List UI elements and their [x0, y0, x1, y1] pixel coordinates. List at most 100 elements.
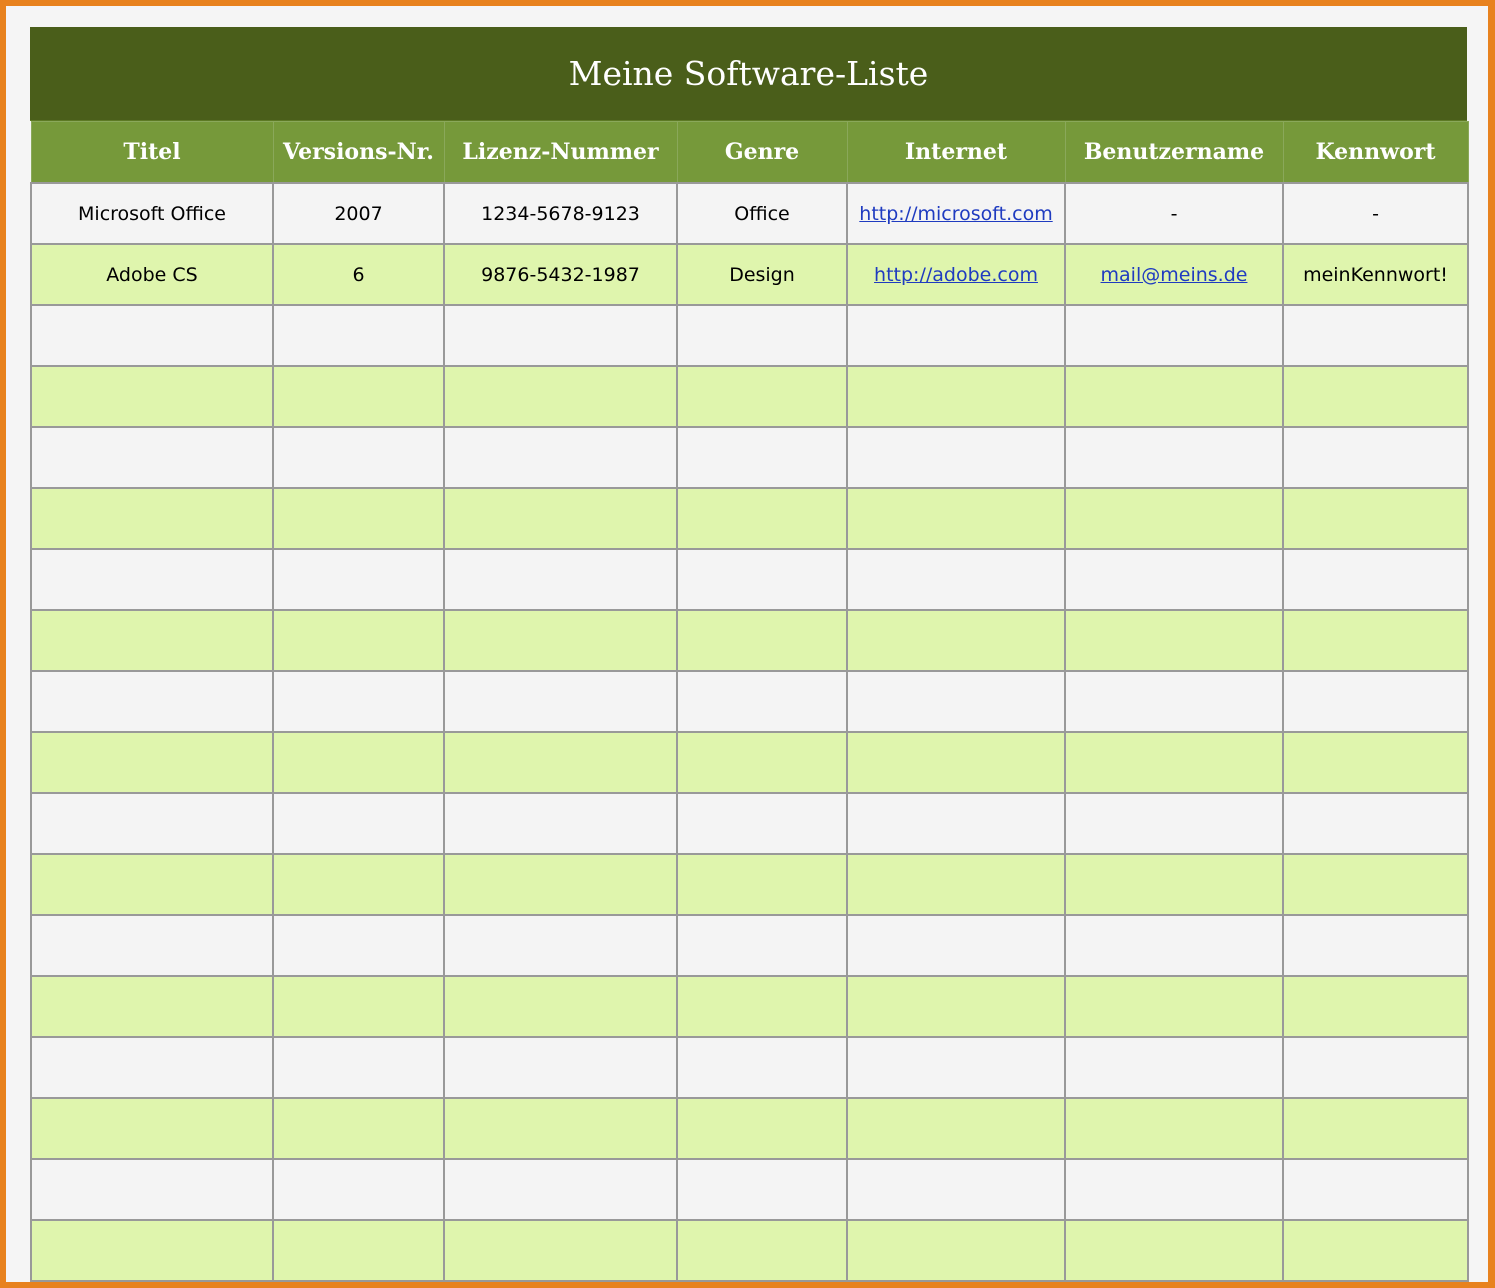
- table-cell[interactable]: [1064, 731, 1284, 794]
- table-cell[interactable]: [1282, 792, 1469, 855]
- table-cell[interactable]: [1064, 487, 1284, 550]
- table-cell[interactable]: [30, 731, 274, 794]
- table-cell[interactable]: [1282, 487, 1469, 550]
- table-cell[interactable]: [443, 548, 678, 611]
- table-cell[interactable]: [30, 609, 274, 672]
- table-cell[interactable]: [846, 304, 1066, 367]
- email-link[interactable]: mail@meins.de: [1100, 263, 1248, 286]
- table-cell[interactable]: 6: [272, 243, 445, 306]
- table-cell[interactable]: [1282, 365, 1469, 428]
- table-cell[interactable]: [272, 670, 445, 733]
- table-cell[interactable]: [443, 853, 678, 916]
- table-cell[interactable]: [676, 609, 848, 672]
- table-cell[interactable]: [1282, 670, 1469, 733]
- table-cell[interactable]: [1064, 365, 1284, 428]
- table-cell[interactable]: [1064, 792, 1284, 855]
- table-cell[interactable]: [272, 426, 445, 489]
- table-cell[interactable]: [676, 1219, 848, 1282]
- table-cell[interactable]: [1064, 304, 1284, 367]
- table-cell[interactable]: [1282, 426, 1469, 489]
- website-link[interactable]: http://microsoft.com: [859, 202, 1053, 225]
- table-cell[interactable]: [1064, 609, 1284, 672]
- table-cell[interactable]: [1064, 1158, 1284, 1221]
- table-cell[interactable]: [846, 1036, 1066, 1099]
- table-cell[interactable]: [272, 1097, 445, 1160]
- table-cell[interactable]: [676, 731, 848, 794]
- table-cell[interactable]: meinKennwort!: [1282, 243, 1469, 306]
- table-cell[interactable]: [272, 304, 445, 367]
- table-cell[interactable]: [846, 1219, 1066, 1282]
- table-cell[interactable]: [272, 487, 445, 550]
- table-cell[interactable]: [443, 670, 678, 733]
- table-cell[interactable]: [676, 1158, 848, 1221]
- table-cell[interactable]: [676, 975, 848, 1038]
- table-cell[interactable]: [443, 487, 678, 550]
- table-cell[interactable]: [1064, 1036, 1284, 1099]
- table-cell[interactable]: [30, 1036, 274, 1099]
- table-cell[interactable]: [1282, 853, 1469, 916]
- table-cell[interactable]: [846, 426, 1066, 489]
- table-cell[interactable]: [676, 914, 848, 977]
- table-cell[interactable]: [846, 1097, 1066, 1160]
- table-cell[interactable]: [443, 609, 678, 672]
- table-cell[interactable]: [1282, 731, 1469, 794]
- table-cell[interactable]: [1282, 1036, 1469, 1099]
- table-cell[interactable]: [1282, 1097, 1469, 1160]
- table-cell[interactable]: [1282, 609, 1469, 672]
- table-cell[interactable]: [676, 426, 848, 489]
- table-cell[interactable]: [30, 365, 274, 428]
- table-cell[interactable]: [676, 1036, 848, 1099]
- table-cell[interactable]: Office: [676, 182, 848, 245]
- table-cell[interactable]: [272, 1219, 445, 1282]
- table-cell[interactable]: [676, 853, 848, 916]
- table-cell[interactable]: [1282, 1158, 1469, 1221]
- table-cell[interactable]: [846, 670, 1066, 733]
- table-cell[interactable]: [1064, 1097, 1284, 1160]
- table-cell[interactable]: [1282, 914, 1469, 977]
- table-cell[interactable]: [272, 914, 445, 977]
- table-cell[interactable]: [30, 1097, 274, 1160]
- table-cell[interactable]: [443, 1097, 678, 1160]
- table-cell[interactable]: 2007: [272, 182, 445, 245]
- table-cell[interactable]: -: [1282, 182, 1469, 245]
- table-cell[interactable]: [1064, 914, 1284, 977]
- table-cell[interactable]: [846, 975, 1066, 1038]
- table-cell[interactable]: [272, 731, 445, 794]
- table-cell[interactable]: [846, 853, 1066, 916]
- table-cell[interactable]: [676, 670, 848, 733]
- table-cell[interactable]: [1064, 548, 1284, 611]
- table-cell[interactable]: Design: [676, 243, 848, 306]
- table-cell[interactable]: [272, 548, 445, 611]
- table-cell[interactable]: [272, 609, 445, 672]
- table-cell[interactable]: [1282, 975, 1469, 1038]
- table-cell[interactable]: [30, 853, 274, 916]
- table-cell[interactable]: 9876-5432-1987: [443, 243, 678, 306]
- table-cell[interactable]: [443, 304, 678, 367]
- table-cell[interactable]: [30, 548, 274, 611]
- table-cell[interactable]: [846, 609, 1066, 672]
- table-cell[interactable]: [272, 365, 445, 428]
- table-cell[interactable]: [443, 792, 678, 855]
- table-cell[interactable]: [272, 792, 445, 855]
- table-cell[interactable]: 1234-5678-9123: [443, 182, 678, 245]
- table-cell[interactable]: http://microsoft.com: [846, 182, 1066, 245]
- table-cell[interactable]: [443, 365, 678, 428]
- table-cell[interactable]: [1064, 426, 1284, 489]
- table-cell[interactable]: Adobe CS: [30, 243, 274, 306]
- table-cell[interactable]: [30, 975, 274, 1038]
- table-cell[interactable]: [1282, 548, 1469, 611]
- table-cell[interactable]: [1064, 853, 1284, 916]
- table-cell[interactable]: [1282, 304, 1469, 367]
- website-link[interactable]: http://adobe.com: [874, 263, 1038, 286]
- table-cell[interactable]: [30, 670, 274, 733]
- table-cell[interactable]: [30, 426, 274, 489]
- table-cell[interactable]: [272, 1036, 445, 1099]
- table-cell[interactable]: [443, 1219, 678, 1282]
- table-cell[interactable]: [443, 914, 678, 977]
- table-cell[interactable]: [30, 914, 274, 977]
- table-cell[interactable]: [30, 487, 274, 550]
- table-cell[interactable]: [30, 1219, 274, 1282]
- table-cell[interactable]: [846, 731, 1066, 794]
- table-cell[interactable]: [676, 304, 848, 367]
- table-cell[interactable]: [443, 1158, 678, 1221]
